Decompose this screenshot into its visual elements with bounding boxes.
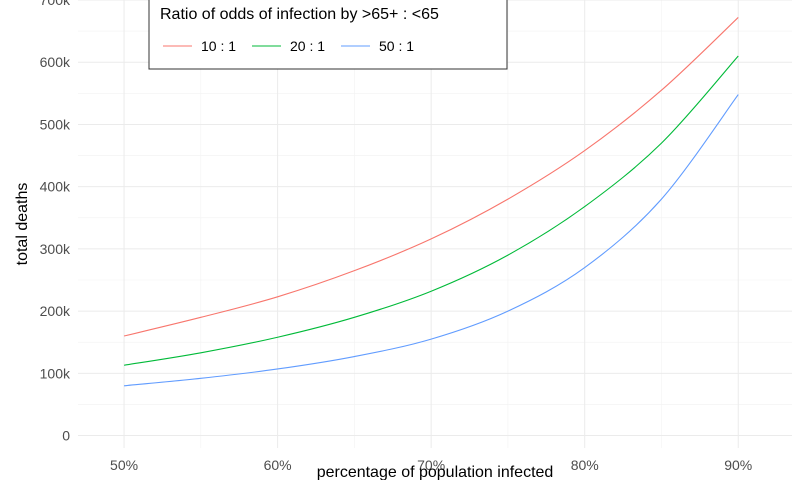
x-axis-label: percentage of population infected [317,464,554,480]
series-line-1 [123,17,739,337]
y-tick-label: 400k [40,179,71,195]
x-tick-labels: 50% 60% 70% 80% 90% [110,457,752,473]
series-line-3 [124,94,739,387]
x-tick-label: 50% [110,457,138,473]
series-line-2 [123,55,739,366]
y-tick-label: 500k [40,116,71,132]
legend-label-1: 10 : 1 [201,38,236,54]
y-tick-label: 700k [40,0,71,8]
y-tick-label: 100k [40,365,71,381]
legend-label-2: 20 : 1 [290,38,325,54]
x-tick-label: 80% [571,457,599,473]
y-tick-label: 200k [40,303,71,319]
y-tick-label: 600k [40,54,71,70]
legend-label-3: 50 : 1 [379,38,414,54]
x-tick-label: 70% [417,457,445,473]
legend-box [148,0,508,70]
x-tick-label: 60% [264,457,292,473]
legend-items: 10 : 1 20 : 1 50 : 1 [163,38,414,54]
legend: Ratio of odds of infection by >65+ : <65… [148,0,508,70]
y-tick-label: 300k [40,241,71,257]
y-tick-label: 0 [62,428,70,444]
x-tick-label: 90% [724,457,752,473]
y-tick-labels: 0 100k 200k 300k 400k 500k 600k 700k [40,0,71,444]
y-axis-label: total deaths [14,183,31,266]
legend-title: Ratio of odds of infection by >65+ : <65 [160,6,439,23]
series-lines [123,17,739,387]
